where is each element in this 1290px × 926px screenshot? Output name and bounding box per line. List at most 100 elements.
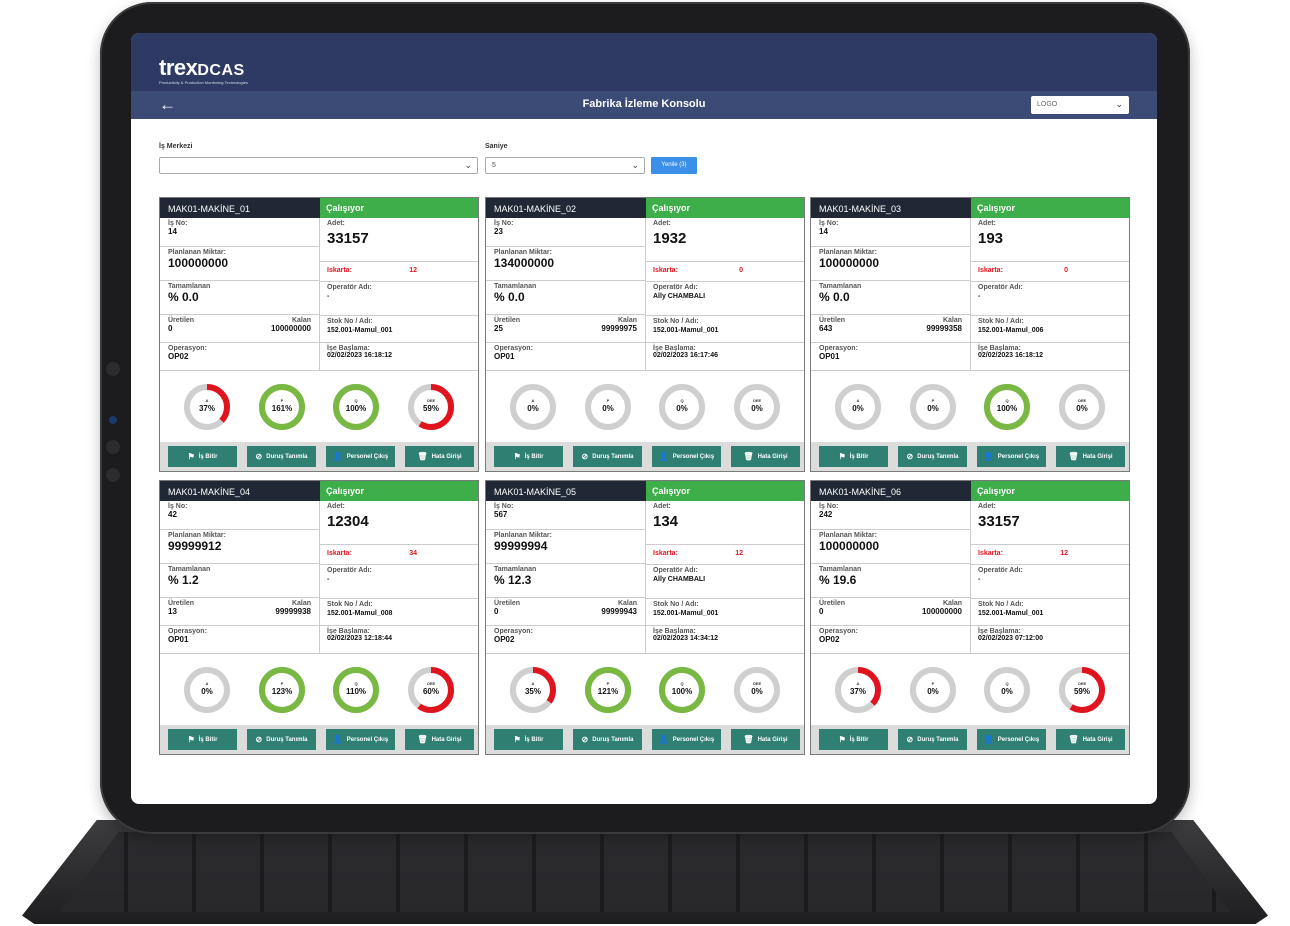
scrap-label: Iskarta: xyxy=(653,267,678,274)
stock-cell: Stok No / Adı: 152.001-Mamul_001 xyxy=(320,316,478,343)
scrap-value: 12 xyxy=(409,267,417,274)
produced-label: Üretilen xyxy=(494,600,521,607)
qty-label: Adet: xyxy=(653,503,671,510)
planned-cell: Planlanan Miktar: 100000000 xyxy=(811,247,970,281)
arrow-left-icon[interactable]: ← xyxy=(159,95,176,114)
gauge-ring xyxy=(910,384,956,430)
completed-value: % 1.2 xyxy=(168,573,199,587)
machine-card: MAK01-MAKİNE_04 Çalışıyor İş No: 42 Planlana… xyxy=(159,480,479,755)
stock-value: 152.001-Mamul_006 xyxy=(978,327,1044,334)
personnel-exit-button[interactable]: 👤 Personel Çıkış xyxy=(977,729,1046,750)
operation-label: Operasyon: xyxy=(494,345,533,352)
operation-label: Operasyon: xyxy=(168,345,207,352)
operator-label: Operatör Adı: xyxy=(978,284,1023,291)
define-stop-button[interactable]: ⊘ Duruş Tanımla xyxy=(898,729,967,750)
oee-gauge: OEE 0% xyxy=(733,383,781,431)
job-no-cell: İş No: 23 xyxy=(486,218,645,247)
work-center-select[interactable]: ⌄ xyxy=(159,157,478,174)
card-right-column: Adet: 193 Iskarta: 0 Operatör Adı: - Stok No /… xyxy=(971,218,1129,370)
card-header: MAK01-MAKİNE_06 Çalışıyor xyxy=(811,481,1129,501)
gauge-ring xyxy=(835,667,881,713)
finish-job-button[interactable]: ⚑ İş Bitir xyxy=(819,729,888,750)
operator-label: Operatör Adı: xyxy=(327,284,372,291)
define-stop-button[interactable]: ⊘ Duruş Tanımla xyxy=(898,446,967,467)
finish-job-button[interactable]: ⚑ İş Bitir xyxy=(494,729,563,750)
completed-cell: Tamamlanan% 0.0 xyxy=(160,281,319,315)
operator-label: Operatör Adı: xyxy=(327,567,372,574)
operation-value: OP01 xyxy=(168,635,189,644)
gauge-track xyxy=(510,384,556,430)
remaining-label: Kalan xyxy=(942,600,962,607)
gauge-label: P xyxy=(280,681,284,686)
start-cell: İşe Başlama: 02/02/2023 16:18:12 xyxy=(320,343,478,370)
personnel-exit-button[interactable]: 👤 Personel Çıkış xyxy=(977,446,1046,467)
logo-suffix: DCAS xyxy=(197,62,245,79)
qty-label: Adet: xyxy=(327,220,345,227)
produced-cell: Üretilen Kalan 25 99999975 xyxy=(486,315,645,343)
gauge-track xyxy=(910,667,956,713)
error-entry-button[interactable]: 🗑 Hata Girişi xyxy=(1056,446,1125,467)
gauge-track xyxy=(734,384,780,430)
finish-job-button[interactable]: ⚑ İş Bitir xyxy=(168,729,237,750)
define-stop-label: Duruş Tanımla xyxy=(917,736,959,743)
error-entry-button[interactable]: 🗑 Hata Girişi xyxy=(731,446,800,467)
finish-job-button[interactable]: ⚑ İş Bitir xyxy=(494,446,563,467)
error-entry-button[interactable]: 🗑 Hata Girişi xyxy=(405,446,474,467)
operator-value: - xyxy=(327,293,330,300)
page-title: Fabrika İzleme Konsolu xyxy=(582,98,706,110)
gauge-ring xyxy=(984,384,1030,430)
status-badge: Çalışıyor xyxy=(971,481,1129,501)
operator-cell: Operatör Adı: - xyxy=(320,565,478,599)
gauge-label: P xyxy=(931,398,935,403)
ban-icon: ⊘ xyxy=(906,735,914,744)
completed-label: Tamamlanan xyxy=(819,566,862,573)
refresh-button[interactable]: Yenile (3) xyxy=(651,157,697,174)
chevron-down-icon: ⌄ xyxy=(631,160,639,170)
nav-bar: ← Fabrika İzleme Konsolu LOGO ⌄ xyxy=(131,91,1157,119)
stock-cell: Stok No / Adı: 152.001-Mamul_006 xyxy=(971,316,1129,343)
availability-gauge: A 35% xyxy=(509,666,557,714)
scrap-cell: Iskarta: 0 xyxy=(646,262,804,282)
gauge-track xyxy=(1059,384,1105,430)
personnel-exit-button[interactable]: 👤 Personel Çıkış xyxy=(326,729,395,750)
availability-gauge: A 37% xyxy=(834,666,882,714)
define-stop-button[interactable]: ⊘ Duruş Tanımla xyxy=(247,729,316,750)
card-left-column: İş No: 14 Planlanan Miktar: 100000000 Tamaml… xyxy=(160,218,320,370)
gauge-label: OEE xyxy=(752,681,762,686)
remaining-label: Kalan xyxy=(291,600,311,607)
personnel-exit-button[interactable]: 👤 Personel Çıkış xyxy=(652,446,721,467)
planned-label: Planlanan Miktar: xyxy=(168,532,226,539)
planned-label: Planlanan Miktar: xyxy=(168,249,226,256)
define-stop-button[interactable]: ⊘ Duruş Tanımla xyxy=(573,446,642,467)
error-entry-button[interactable]: 🗑 Hata Girişi xyxy=(405,729,474,750)
qty-label: Adet: xyxy=(653,220,671,227)
completed-label: Tamamlanan xyxy=(168,283,211,290)
define-stop-button[interactable]: ⊘ Duruş Tanımla xyxy=(573,729,642,750)
define-stop-label: Duruş Tanımla xyxy=(266,453,308,460)
app-screen: trexDCAS Productivity & Production Monit… xyxy=(131,33,1157,804)
job-no-cell: İş No: 14 xyxy=(160,218,319,247)
job-no-value: 242 xyxy=(819,510,833,519)
logo-select[interactable]: LOGO ⌄ xyxy=(1031,96,1129,114)
status-badge: Çalışıyor xyxy=(320,481,478,501)
logo-tagline: Productivity & Production Monitoring Tec… xyxy=(159,80,248,85)
finish-job-button[interactable]: ⚑ İş Bitir xyxy=(819,446,888,467)
logo-text: trex xyxy=(159,55,198,80)
gauge-ring xyxy=(585,384,631,430)
personnel-exit-button[interactable]: 👤 Personel Çıkış xyxy=(326,446,395,467)
gauge-label: Q xyxy=(354,681,358,686)
seconds-label: Saniye xyxy=(485,143,508,150)
finish-job-button[interactable]: ⚑ İş Bitir xyxy=(168,446,237,467)
flag-icon: ⚑ xyxy=(838,735,846,744)
gauge-value: 0% xyxy=(927,404,939,413)
trash-icon: 🗑 xyxy=(1068,452,1079,461)
error-entry-button[interactable]: 🗑 Hata Girişi xyxy=(731,729,800,750)
seconds-select[interactable]: 5 ⌄ xyxy=(485,157,645,174)
error-entry-button[interactable]: 🗑 Hata Girişi xyxy=(1056,729,1125,750)
personnel-exit-button[interactable]: 👤 Personel Çıkış xyxy=(652,729,721,750)
operator-value: - xyxy=(327,576,330,583)
quality-gauge: Q 100% xyxy=(332,383,380,431)
define-stop-button[interactable]: ⊘ Duruş Tanımla xyxy=(247,446,316,467)
qty-cell: Adet: 1932 xyxy=(646,218,804,262)
tablet-side-button xyxy=(106,468,120,482)
